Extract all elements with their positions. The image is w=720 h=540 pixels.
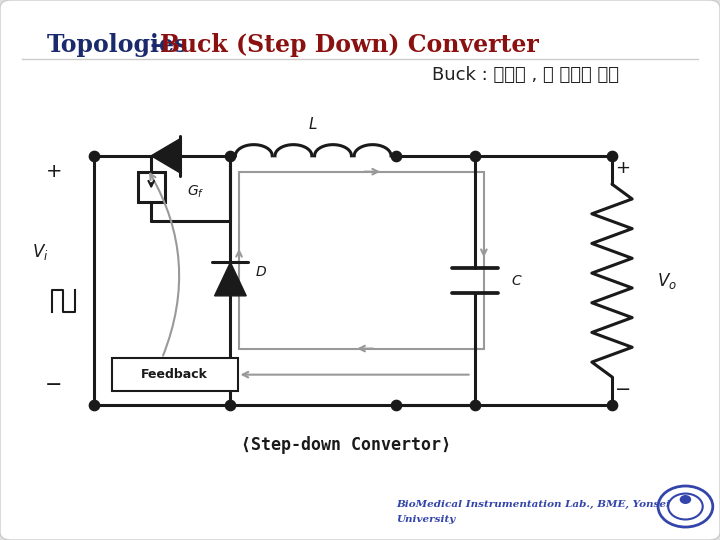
Point bbox=[88, 401, 99, 409]
Text: −: − bbox=[615, 380, 631, 399]
Text: $V_i$: $V_i$ bbox=[32, 242, 49, 262]
Point bbox=[469, 401, 481, 409]
Polygon shape bbox=[151, 139, 180, 173]
Point bbox=[606, 151, 618, 160]
Text: L: L bbox=[309, 117, 318, 132]
Text: D: D bbox=[256, 265, 266, 279]
Text: −: − bbox=[45, 375, 63, 395]
Text: $V_o$: $V_o$ bbox=[657, 271, 677, 291]
Text: C: C bbox=[511, 274, 521, 287]
Text: $G_f$: $G_f$ bbox=[187, 183, 204, 200]
Text: +: + bbox=[616, 159, 630, 177]
Text: Topologies: Topologies bbox=[47, 33, 188, 57]
Point bbox=[225, 401, 236, 409]
Text: Buck : 날뛰다 , 걸 잡을수 없다: Buck : 날뛰다 , 걸 잡을수 없다 bbox=[432, 66, 619, 84]
Text: Feedback: Feedback bbox=[141, 368, 208, 381]
Text: Buck (Step Down) Converter: Buck (Step Down) Converter bbox=[160, 33, 539, 57]
Text: University: University bbox=[396, 515, 455, 524]
Point bbox=[225, 151, 236, 160]
Point bbox=[469, 151, 481, 160]
Text: BioMedical Instrumentation Lab., BME, Yonsei: BioMedical Instrumentation Lab., BME, Yo… bbox=[396, 500, 670, 509]
Point bbox=[390, 151, 402, 160]
Text: –: – bbox=[142, 33, 170, 57]
Text: +: + bbox=[46, 162, 62, 181]
Text: ⟨Step-down Convertor⟩: ⟨Step-down Convertor⟩ bbox=[240, 436, 451, 455]
Point bbox=[606, 401, 618, 409]
FancyBboxPatch shape bbox=[138, 172, 165, 202]
FancyBboxPatch shape bbox=[112, 358, 238, 391]
Point bbox=[88, 151, 99, 160]
Point bbox=[390, 401, 402, 409]
Polygon shape bbox=[215, 262, 246, 296]
